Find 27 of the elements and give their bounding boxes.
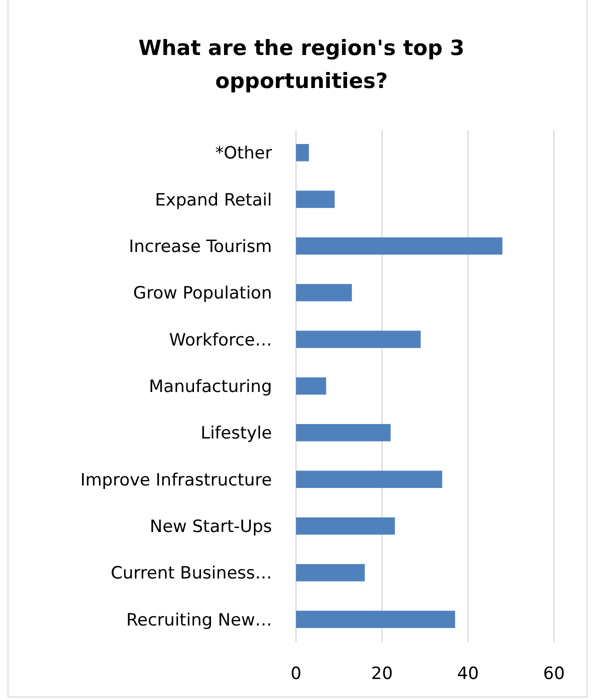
- y-tick-label: Increase Tourism: [128, 236, 272, 257]
- bar: [296, 237, 502, 255]
- bar: [296, 377, 326, 395]
- y-tick-label: Workforce…: [169, 330, 272, 350]
- bar: [296, 284, 352, 302]
- y-tick-label: Grow Population: [133, 284, 272, 304]
- bar: [296, 144, 309, 162]
- x-tick-label: 20: [371, 664, 393, 684]
- y-tick-label: Lifestyle: [200, 424, 272, 444]
- y-tick-label: Expand Retail: [154, 190, 272, 210]
- x-tick-label: 40: [457, 664, 479, 684]
- y-tick-label: *Other: [215, 144, 272, 164]
- chart-title: What are the region's top 3 opportunities?: [138, 36, 465, 93]
- bar: [296, 424, 391, 442]
- bar: [296, 470, 442, 488]
- bar: [296, 610, 456, 628]
- x-tick-label: 0: [290, 664, 302, 684]
- bar: [296, 190, 335, 208]
- bar: [296, 517, 395, 535]
- bar: [296, 330, 421, 348]
- x-tick-label: 60: [543, 664, 565, 684]
- y-tick-label: Improve Infrastructure: [80, 470, 272, 490]
- y-tick-label: New Start-Ups: [150, 516, 272, 537]
- y-tick-label: Manufacturing: [148, 376, 272, 397]
- bar: [296, 564, 365, 582]
- y-tick-label: Recruiting New…: [126, 610, 272, 630]
- y-tick-label: Current Business…: [110, 564, 272, 584]
